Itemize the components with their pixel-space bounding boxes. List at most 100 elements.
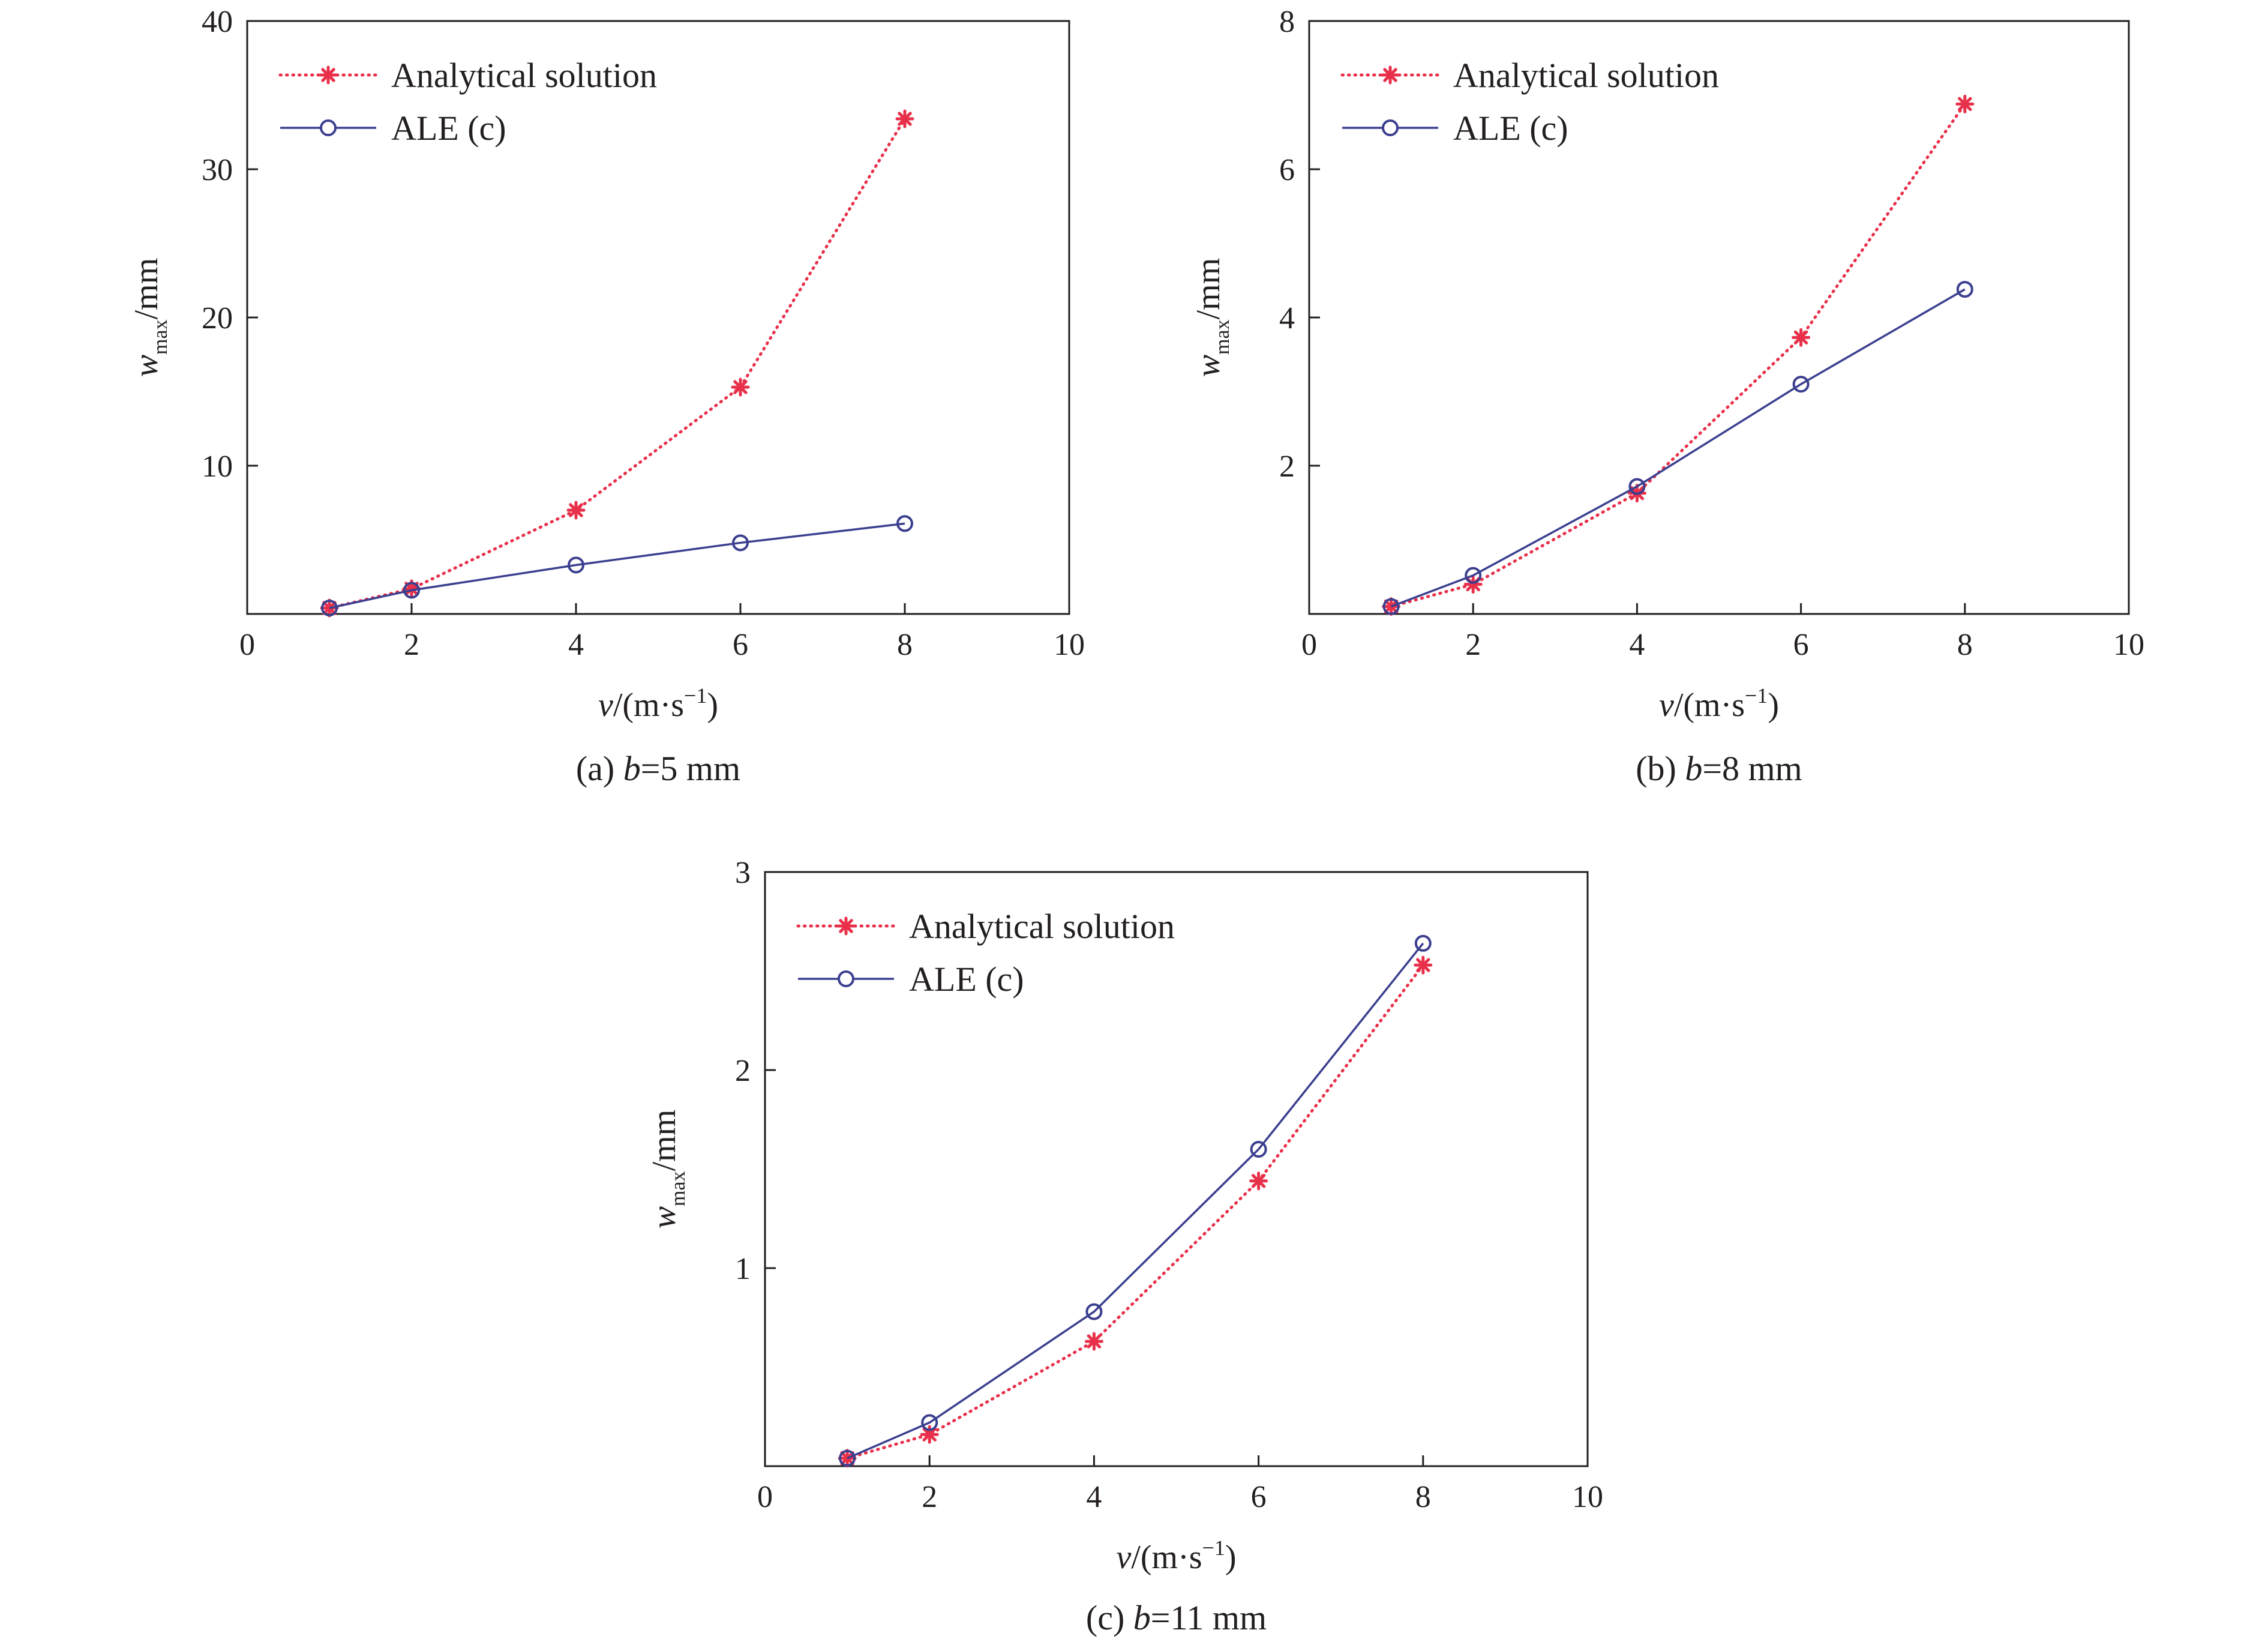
x-axis-label-exp: −1: [684, 684, 707, 708]
panel-caption: (b) b=8 mm: [1636, 749, 1802, 788]
y-axis-label-unit: /mm: [1190, 258, 1227, 320]
y-tick-label: 8: [1279, 5, 1295, 39]
y-axis-label-var: w: [646, 1206, 683, 1228]
legend-label: ALE (c): [391, 109, 506, 148]
x-tick-label: 4: [1086, 1480, 1102, 1514]
x-axis-label-var: v: [1116, 1539, 1131, 1576]
data-point-analytical-stroke: [922, 1427, 937, 1442]
caption-prefix: (b): [1636, 749, 1685, 788]
x-tick-label: 10: [1054, 628, 1085, 662]
y-axis-label: wmax/mm: [128, 258, 172, 377]
panel-caption: (a) b=5 mm: [576, 749, 740, 788]
x-axis-label-unit: /(m·s: [1674, 687, 1745, 724]
y-tick-label: 3: [735, 856, 751, 890]
caption-var: b: [1685, 749, 1702, 788]
x-tick-label: 2: [404, 628, 419, 662]
x-axis-label-exp: −1: [1745, 684, 1768, 708]
series-ale: [321, 515, 913, 617]
x-tick-label: 2: [1465, 628, 1481, 662]
y-tick-label: 2: [1279, 450, 1295, 484]
x-tick-label: 10: [2113, 628, 2144, 662]
legend-marker-analytical: [1381, 65, 1400, 85]
y-tick-label: 20: [202, 301, 233, 335]
data-point-ale: [1250, 1141, 1267, 1158]
y-axis-label-sub: max: [667, 1171, 689, 1206]
legend-label: ALE (c): [909, 960, 1024, 999]
x-axis-label-close: ): [1768, 687, 1779, 724]
series-analytical: [1382, 94, 1975, 616]
data-point-analytical-stroke: [898, 112, 912, 126]
series-analytical: [838, 955, 1433, 1468]
data-point-ale: [1956, 281, 1973, 298]
y-axis-label-var: w: [1190, 355, 1227, 377]
panel-b: 0 2 4 6 8 10 2 4 6 8 v/(m·s−1) wmax/mm Analytical so…: [1190, 5, 2144, 788]
legend-label: Analytical solution: [1453, 56, 1719, 95]
legend: Analytical solution ALE (c): [796, 907, 1175, 999]
data-point-analytical-stroke: [1958, 97, 1972, 112]
data-point-analytical: [1414, 955, 1433, 975]
data-point-ale: [1465, 567, 1482, 584]
data-point-analytical: [1955, 94, 1975, 113]
caption-rest: =8 mm: [1702, 749, 1802, 788]
x-tick-label: 4: [1629, 628, 1645, 662]
data-point-ale: [1414, 934, 1432, 952]
y-axis-label: wmax/mm: [646, 1110, 689, 1229]
x-tick-label: 0: [1301, 628, 1317, 662]
caption-rest: =11 mm: [1151, 1598, 1267, 1637]
y-tick-label: 6: [1279, 153, 1295, 187]
x-tick-label: 6: [1251, 1480, 1267, 1514]
data-point-analytical: [566, 501, 586, 520]
series-ale: [1382, 281, 1973, 615]
x-tick-label: 10: [1572, 1480, 1603, 1514]
y-axis-label-sub: max: [149, 319, 172, 355]
x-tick-label: 6: [1793, 628, 1809, 662]
data-point-ale: [321, 600, 338, 617]
y-tick-label: 10: [202, 450, 233, 484]
caption-prefix: (c): [1086, 1598, 1133, 1637]
x-axis-label: v/(m·s−1): [1116, 1536, 1236, 1576]
data-point-ale: [839, 1449, 856, 1467]
series-line-ale: [1390, 288, 1966, 608]
legend-marker-ale: [320, 119, 337, 136]
caption-var: b: [623, 749, 641, 788]
data-point-ale: [921, 1414, 938, 1431]
y-tick-label: 2: [735, 1054, 751, 1088]
legend-marker-ale: [1382, 119, 1399, 136]
y-axis-label-unit: /mm: [128, 258, 165, 320]
y-axis-label-sub: max: [1211, 319, 1234, 355]
x-axis-label: v/(m·s−1): [598, 684, 718, 724]
x-tick-label: 0: [239, 628, 255, 662]
x-axis-label-unit: /(m·s: [613, 687, 684, 724]
data-point-analytical: [1249, 1171, 1268, 1191]
y-tick-label: 30: [202, 153, 233, 187]
series-ale: [839, 934, 1432, 1467]
x-tick-label: 4: [568, 628, 584, 662]
data-point-analytical-stroke: [569, 503, 583, 517]
data-point-ale: [568, 556, 584, 574]
data-point-analytical-stroke: [1793, 330, 1808, 345]
panel-caption: (c) b=11 mm: [1086, 1598, 1267, 1637]
legend-marker-analytical: [836, 916, 856, 936]
data-point-ale: [732, 534, 749, 552]
legend-marker-analytical: [319, 65, 338, 85]
data-point-ale: [1382, 598, 1400, 615]
y-tick-label: 40: [202, 5, 233, 39]
data-point-ale: [896, 515, 913, 532]
y-axis-label: wmax/mm: [1190, 258, 1234, 377]
legend: Analytical solution ALE (c): [278, 56, 657, 148]
data-point-analytical-stroke: [1251, 1174, 1266, 1188]
plot-frame: [1308, 20, 2130, 615]
x-axis-label-var: v: [598, 687, 613, 724]
x-axis-label: v/(m·s−1): [1659, 684, 1779, 724]
data-point-analytical: [1792, 328, 1811, 347]
caption-var: b: [1133, 1598, 1151, 1637]
legend-label: Analytical solution: [909, 907, 1175, 946]
plot-frame: [764, 871, 1589, 1467]
series-analytical: [320, 109, 914, 618]
series-line-analytical: [845, 963, 1425, 1460]
panel-a: 0 2 4 6 8 10 10 20 30 40 v/(m·s−1) wmax/mm Analytica…: [128, 5, 1085, 788]
data-point-analytical: [1084, 1332, 1103, 1351]
y-axis-label-unit: /mm: [646, 1110, 683, 1171]
